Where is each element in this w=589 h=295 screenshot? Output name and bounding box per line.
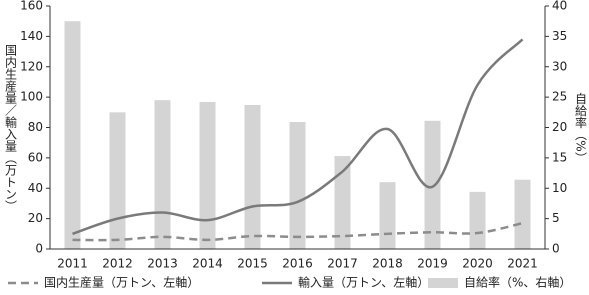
y-tick-label: 80 (28, 120, 43, 134)
y2-tick-label: 30 (552, 59, 567, 73)
legend-label: 国内生産量（万トン、左軸） (44, 275, 199, 290)
x-tick-label: 2015 (237, 257, 268, 271)
y-tick-label: 120 (20, 59, 43, 73)
bar (199, 101, 216, 249)
bar (379, 182, 396, 249)
y-tick-label: 140 (20, 29, 43, 43)
y-axis-label: 国内生産量／輸入量（万トン） (4, 44, 18, 212)
y-tick-label: 0 (35, 242, 43, 256)
x-tick-label: 2016 (282, 257, 313, 271)
line (72, 38, 524, 235)
y-tick-label: 100 (20, 90, 43, 104)
bar (244, 105, 261, 250)
y-tick-label: 40 (28, 181, 43, 195)
y2-tick-label: 25 (552, 90, 567, 104)
legend-label: 輸入量（万トン、左軸） (298, 275, 429, 290)
line (72, 221, 523, 242)
bar (64, 21, 81, 249)
bar (334, 156, 351, 249)
y2-tick-label: 5 (552, 211, 560, 225)
x-tick-label: 2011 (57, 257, 88, 271)
bar (289, 122, 306, 249)
y2-tick-label: 15 (552, 150, 567, 164)
x-tick-label: 2019 (417, 257, 448, 271)
x-tick-label: 2018 (372, 257, 403, 271)
y-tick-label: 20 (28, 211, 43, 225)
x-tick-label: 2014 (192, 257, 223, 271)
x-tick-label: 2017 (327, 257, 358, 271)
bar (514, 179, 531, 249)
y-tick-label: 160 (20, 0, 43, 13)
bar (109, 112, 126, 249)
y2-tick-label: 0 (552, 242, 560, 256)
x-tick-label: 2021 (507, 257, 538, 271)
y2-tick-label: 10 (552, 181, 567, 195)
x-tick-label: 2020 (462, 257, 493, 271)
legend-swatch (428, 278, 458, 288)
bar (424, 120, 441, 249)
y2-tick-label: 40 (552, 0, 567, 13)
bar (154, 100, 171, 249)
y-tick-label: 60 (28, 150, 43, 164)
x-tick-label: 2013 (147, 257, 178, 271)
y2-axis-label: 自給率（%） (574, 92, 588, 164)
x-tick-label: 2012 (102, 257, 133, 271)
y2-tick-label: 20 (552, 120, 567, 134)
y2-tick-label: 35 (552, 29, 567, 43)
legend-label: 自給率（%、右軸） (464, 275, 571, 290)
bar (469, 191, 486, 249)
